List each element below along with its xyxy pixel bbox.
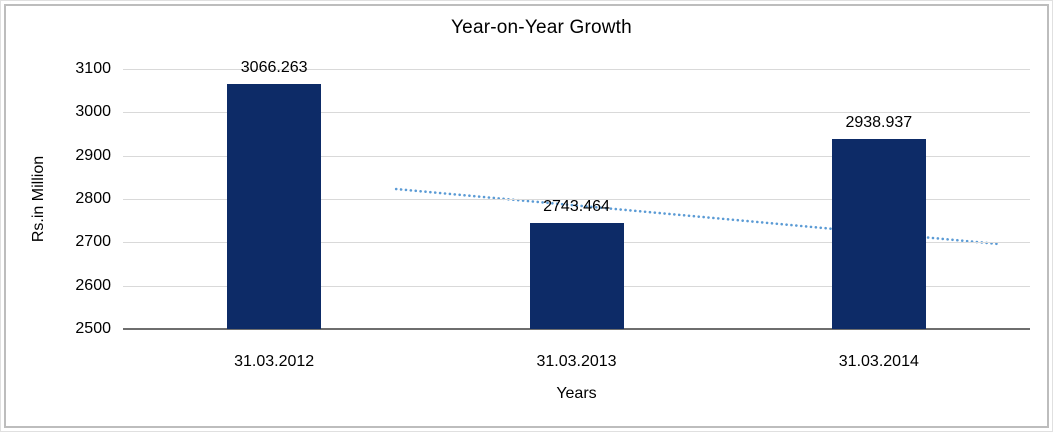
x-axis-line (123, 328, 1030, 330)
y-tick-label: 3100 (75, 60, 111, 77)
x-category-label: 31.03.2014 (838, 353, 919, 370)
gridline (123, 199, 1030, 200)
x-category-label: 31.03.2013 (536, 353, 617, 370)
y-tick-label: 2800 (75, 190, 111, 207)
y-tick-label: 2900 (75, 146, 111, 164)
y-tick-label: 3000 (75, 103, 111, 121)
gridline (123, 69, 1030, 70)
bar-value-label: 2743.464 (543, 198, 610, 216)
chart-title: Year-on-Year Growth (451, 17, 632, 38)
gridline (123, 155, 1030, 157)
x-category-label: 31.03.2012 (234, 353, 315, 370)
bar-value-label: 2938.937 (845, 113, 913, 131)
gridline (123, 112, 1030, 114)
x-axis-title: Years (556, 385, 597, 402)
bar (831, 138, 926, 329)
bar-value-label: 3066.263 (240, 58, 308, 76)
plot-area (123, 69, 1030, 330)
y-tick-label: 2600 (75, 276, 111, 294)
bar (227, 83, 322, 329)
y-tick-label: 2500 (75, 320, 111, 337)
bar (529, 223, 624, 329)
y-tick-label: 2700 (75, 233, 111, 251)
